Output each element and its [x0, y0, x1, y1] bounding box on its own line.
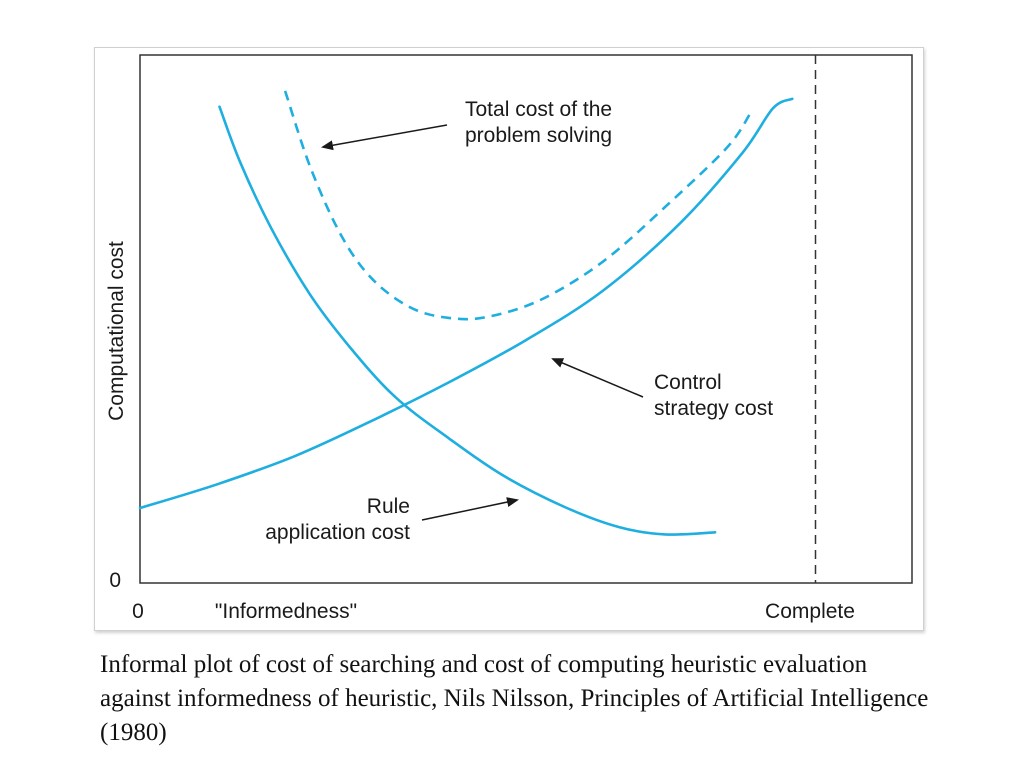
y-tick-label-zero: 0 — [109, 569, 121, 592]
annotation-control-line-2: strategy cost — [654, 397, 773, 420]
x-tick-label-complete: Complete — [765, 600, 855, 623]
series-line-control-strategy-cost — [138, 97, 794, 510]
series-line-rule-application-cost — [218, 105, 717, 536]
annotation-total-line-2: problem solving — [465, 124, 612, 147]
annotation-total-line-1: Total cost of the — [465, 98, 612, 121]
annotation-rule-line-1: Rule — [367, 495, 410, 518]
annotation-control-arrow — [551, 358, 644, 398]
plot-area-border — [139, 54, 913, 584]
x-axis-label: "Informedness" — [215, 600, 357, 623]
x-tick-label-zero: 0 — [132, 600, 144, 623]
annotation-control-line-1: Control — [654, 371, 722, 394]
series-line-total-cost — [283, 90, 751, 321]
figure-frame: Total cost of the problem solving Contro… — [94, 47, 924, 631]
y-axis-label: Computational cost — [105, 241, 128, 421]
chart: Total cost of the problem solving Contro… — [105, 54, 913, 623]
figure-caption: Informal plot of cost of searching and c… — [100, 651, 929, 746]
annotation-rule-arrow — [421, 497, 519, 521]
annotation-rule-line-2: application cost — [265, 521, 410, 544]
annotation-total-arrow — [321, 124, 448, 151]
